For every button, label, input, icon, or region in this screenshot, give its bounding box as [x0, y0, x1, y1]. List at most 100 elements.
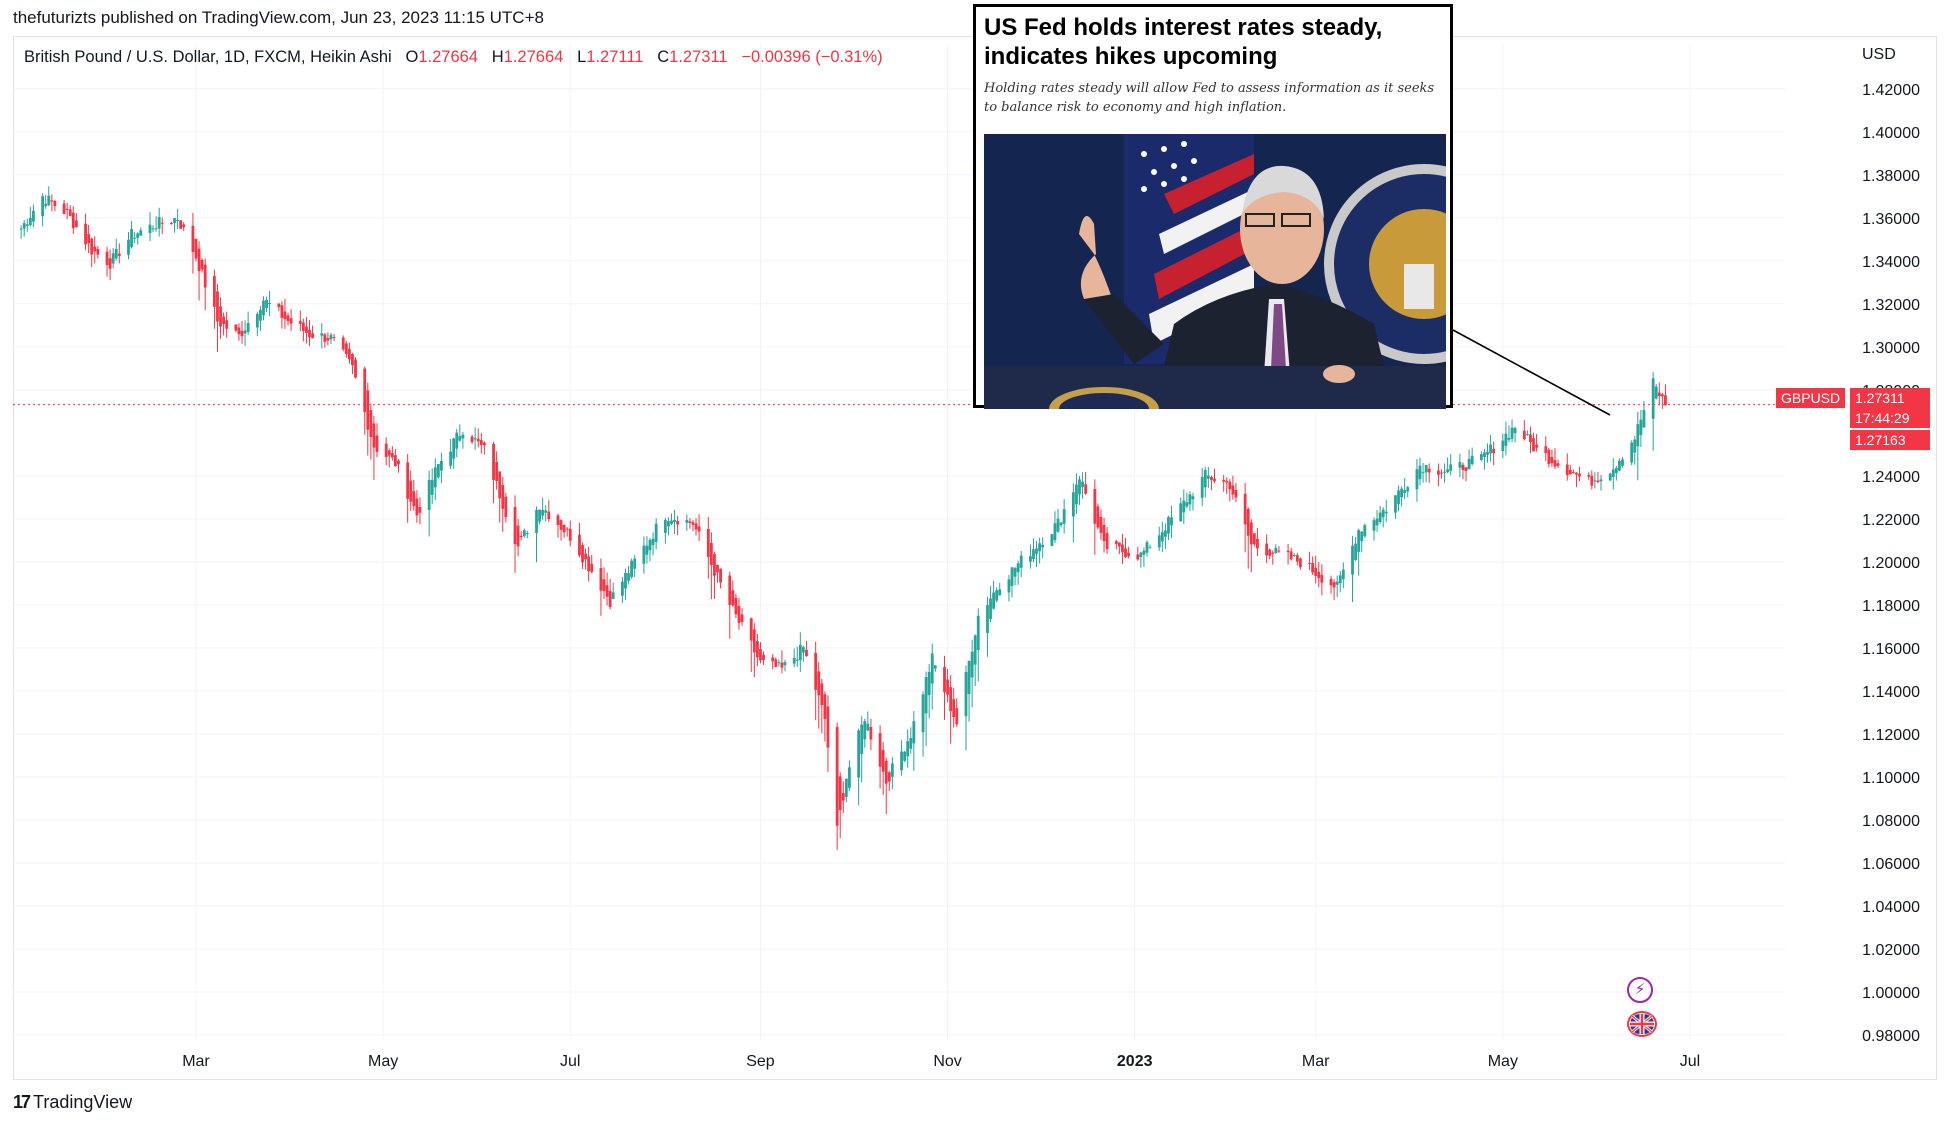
candle-body	[605, 585, 609, 597]
candle-body	[599, 567, 603, 591]
candle-body	[32, 210, 35, 222]
candle-body	[1363, 525, 1367, 537]
candle-body	[1256, 538, 1259, 549]
candle-body	[826, 706, 830, 748]
uk-flag-event-icon[interactable]	[1627, 1011, 1657, 1037]
candle-body	[71, 212, 75, 229]
candle-body	[1210, 477, 1213, 481]
candle-body	[234, 324, 238, 331]
price-tick-label: 1.06000	[1862, 856, 1920, 873]
candle-body	[952, 699, 956, 718]
candle-body	[62, 203, 66, 215]
candle-body	[452, 438, 456, 459]
price-axis: 1.42000 1.40000 1.38000 1.36000 1.34000 1.320…	[1862, 82, 1920, 1045]
candle-body	[817, 671, 821, 696]
candle-body	[1360, 531, 1364, 541]
candle-body	[1394, 495, 1397, 513]
candle-body	[1507, 437, 1511, 440]
candle-body	[308, 329, 311, 337]
candle-body	[154, 228, 158, 230]
candle-body	[1056, 518, 1060, 532]
candle-body	[47, 195, 51, 206]
candle-body	[354, 359, 357, 378]
candle-body	[286, 315, 290, 322]
candle-body	[133, 237, 137, 239]
candle-body	[1124, 548, 1127, 558]
candles	[19, 186, 1667, 850]
candle-body	[1437, 470, 1440, 475]
candle-body	[1660, 394, 1664, 397]
candle-body	[1630, 442, 1634, 463]
candle-body	[1642, 410, 1646, 428]
candle-body	[440, 460, 443, 471]
candle-body	[630, 560, 634, 577]
candle-body	[1489, 444, 1492, 454]
candle-body	[179, 220, 183, 229]
candle-body	[262, 300, 265, 316]
candle-body	[283, 311, 287, 320]
candle-body	[667, 521, 670, 527]
candle-body	[1163, 530, 1167, 537]
candle-body	[946, 679, 949, 695]
candle-body	[755, 640, 759, 658]
candle-body	[716, 564, 719, 573]
candle-body	[525, 532, 529, 534]
candle-body	[1556, 463, 1560, 466]
candle-body	[246, 322, 250, 332]
candle-body	[390, 452, 394, 458]
candle-body	[1096, 506, 1100, 528]
candle-body	[105, 251, 109, 265]
price-tick-label: 1.00000	[1862, 985, 1920, 1002]
price-tick-label: 1.10000	[1862, 770, 1920, 787]
candle-body	[1062, 509, 1066, 524]
symbol-legend: British Pound / U.S. Dollar, 1D, FXCM, H…	[24, 48, 883, 67]
candle-body	[1099, 516, 1103, 533]
candle-body	[182, 224, 186, 228]
candle-body	[1010, 567, 1014, 586]
candle-body	[1320, 574, 1324, 583]
candle-body	[1252, 533, 1256, 545]
currency-label[interactable]: USD	[1862, 46, 1896, 63]
candle-body	[1479, 454, 1483, 460]
candle-body	[160, 222, 164, 224]
candle-body	[301, 322, 305, 331]
candle-body	[501, 484, 505, 509]
news-subheadline: Holding rates steady will allow Fed to a…	[984, 81, 1435, 115]
candle-body	[1286, 550, 1290, 553]
candle-body	[265, 299, 268, 308]
price-tick-label: 1.40000	[1862, 125, 1920, 142]
symbol-badge: GBPUSD	[1776, 388, 1846, 408]
price-tick-label: 0.98000	[1862, 1028, 1920, 1045]
candle-body	[1464, 467, 1468, 471]
time-tick-label: May	[1488, 1053, 1518, 1070]
candle-body	[654, 523, 658, 542]
time-tick-label: Mar	[182, 1053, 210, 1070]
lightning-event-icon[interactable]: ⚡	[1627, 977, 1653, 1003]
candle-body	[1228, 481, 1232, 490]
candle-body	[492, 443, 495, 480]
news-callout: US Fed holds interest rates steady, indi…	[973, 4, 1453, 409]
candle-body	[989, 598, 992, 619]
candle-body	[470, 436, 474, 443]
candle-body	[820, 683, 824, 706]
candle-body	[1446, 469, 1450, 473]
candle-body	[93, 246, 97, 252]
candle-body	[1019, 555, 1023, 568]
previous-price-badge: 1.27163	[1850, 430, 1930, 450]
candle-body	[777, 662, 781, 664]
tradingview-logo[interactable]: 17 TradingView	[13, 1092, 132, 1113]
candle-body	[1375, 518, 1379, 526]
time-tick-label: Mar	[1302, 1053, 1330, 1070]
candle-body	[976, 615, 980, 650]
candle-body	[1397, 490, 1400, 504]
candle-body	[943, 666, 946, 693]
candle-body	[995, 590, 999, 601]
candle-body	[1532, 438, 1535, 452]
candle-body	[759, 649, 762, 661]
candle-body	[430, 479, 434, 495]
candle-body	[1160, 532, 1164, 542]
candle-body	[157, 217, 161, 229]
close-label: C	[657, 48, 670, 66]
candle-body	[1384, 511, 1388, 514]
